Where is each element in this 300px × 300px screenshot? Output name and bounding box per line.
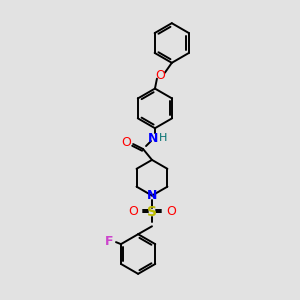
Text: S: S xyxy=(147,206,157,219)
Text: O: O xyxy=(121,136,131,148)
Text: F: F xyxy=(105,235,113,248)
Text: O: O xyxy=(155,69,165,82)
Text: N: N xyxy=(148,132,158,145)
Text: N: N xyxy=(147,189,157,202)
Text: O: O xyxy=(128,205,138,218)
Text: O: O xyxy=(166,205,176,218)
Text: H: H xyxy=(159,133,167,143)
